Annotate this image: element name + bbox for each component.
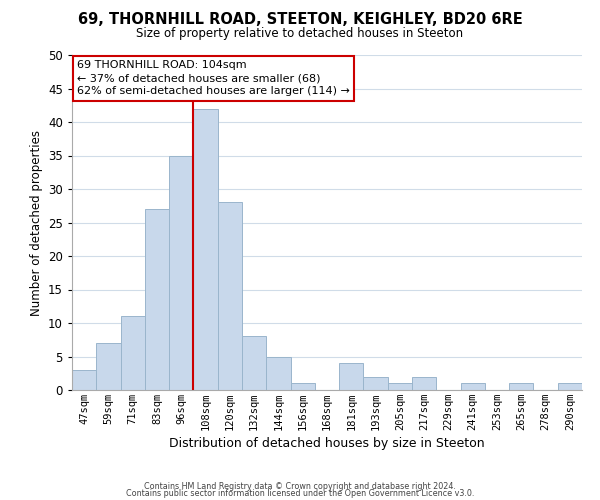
Text: Contains public sector information licensed under the Open Government Licence v3: Contains public sector information licen…: [126, 489, 474, 498]
Text: Contains HM Land Registry data © Crown copyright and database right 2024.: Contains HM Land Registry data © Crown c…: [144, 482, 456, 491]
Text: Size of property relative to detached houses in Steeton: Size of property relative to detached ho…: [136, 28, 464, 40]
Bar: [145, 209, 169, 390]
Bar: [169, 156, 193, 390]
Text: 69, THORNHILL ROAD, STEETON, KEIGHLEY, BD20 6RE: 69, THORNHILL ROAD, STEETON, KEIGHLEY, B…: [77, 12, 523, 28]
Bar: [242, 336, 266, 390]
Bar: [412, 376, 436, 390]
Bar: [193, 108, 218, 390]
Bar: [266, 356, 290, 390]
Bar: [290, 384, 315, 390]
Bar: [558, 384, 582, 390]
Y-axis label: Number of detached properties: Number of detached properties: [29, 130, 43, 316]
Bar: [218, 202, 242, 390]
Bar: [339, 363, 364, 390]
Bar: [461, 384, 485, 390]
X-axis label: Distribution of detached houses by size in Steeton: Distribution of detached houses by size …: [169, 437, 485, 450]
Bar: [364, 376, 388, 390]
Text: 69 THORNHILL ROAD: 104sqm
← 37% of detached houses are smaller (68)
62% of semi-: 69 THORNHILL ROAD: 104sqm ← 37% of detac…: [77, 60, 350, 96]
Bar: [72, 370, 96, 390]
Bar: [96, 343, 121, 390]
Bar: [388, 384, 412, 390]
Bar: [121, 316, 145, 390]
Bar: [509, 384, 533, 390]
